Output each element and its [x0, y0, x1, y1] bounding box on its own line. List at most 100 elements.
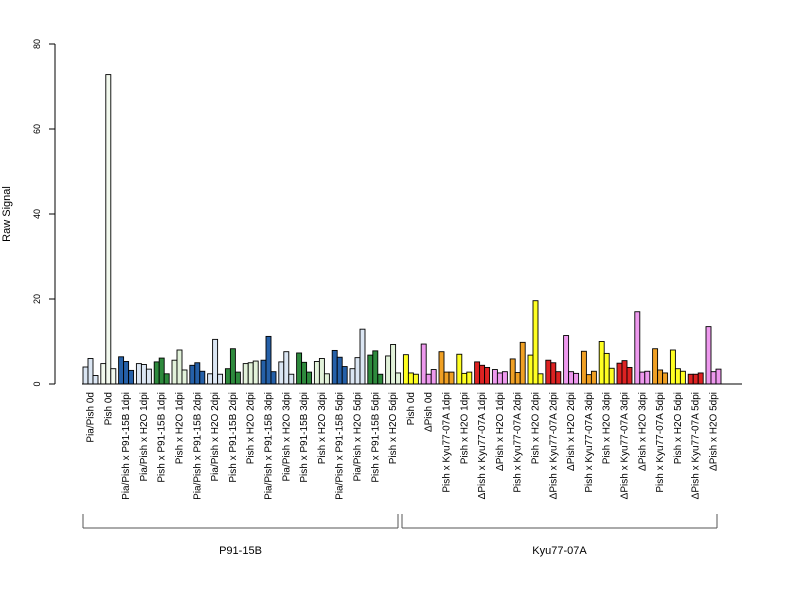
bar	[171, 359, 178, 385]
bar	[265, 335, 272, 385]
bar	[652, 348, 659, 385]
bar	[407, 372, 414, 385]
bar	[323, 373, 330, 385]
bar	[662, 372, 669, 385]
x-tick-label: Pia/Pish x H2O 5dpi	[353, 392, 364, 482]
bar	[354, 357, 361, 385]
x-tick-label: Pish x P91-15B 2dpi	[228, 392, 239, 483]
bar	[194, 362, 201, 385]
bar	[448, 371, 455, 385]
bar	[158, 357, 165, 385]
x-tick-label: ΔPish x Kyu77-07A 1dpi	[477, 392, 488, 499]
bar	[598, 341, 605, 385]
x-tick-label: Pish x P91-15B 1dpi	[157, 392, 168, 483]
bar	[616, 362, 623, 385]
y-axis-label: Raw Signal	[1, 186, 13, 242]
bar	[199, 370, 206, 385]
bar	[501, 371, 508, 385]
bar	[692, 373, 699, 385]
bar	[395, 372, 402, 385]
bar	[674, 368, 681, 385]
bar	[412, 373, 419, 385]
bar	[621, 360, 628, 385]
bar	[128, 369, 135, 385]
bar	[288, 373, 295, 385]
bar	[341, 366, 348, 385]
bar	[568, 371, 575, 385]
bar	[626, 366, 633, 385]
bar	[283, 351, 290, 385]
group-label: P91-15B	[219, 545, 262, 557]
bar	[491, 369, 498, 385]
y-axis: 0 20 40 60 80	[32, 39, 56, 387]
bar	[217, 373, 224, 385]
bar	[573, 372, 580, 385]
bar	[212, 338, 219, 385]
x-tick-label: Pish x Kyu77-07A 2dpi	[513, 392, 524, 493]
bar	[278, 361, 285, 385]
bar	[123, 361, 130, 385]
bar	[100, 363, 107, 385]
x-tick-label: ΔPish x Kyu77-07A 5dpi	[691, 392, 702, 499]
bar	[438, 351, 445, 385]
bar	[318, 358, 325, 385]
bar	[377, 373, 384, 385]
bar	[514, 372, 521, 385]
bar	[420, 343, 427, 385]
bar	[430, 369, 437, 385]
bar	[92, 375, 99, 385]
bar	[270, 371, 277, 385]
bar	[590, 370, 597, 385]
x-tick-label: Pia/Pish x H2O 1dpi	[139, 392, 150, 482]
bar	[519, 341, 526, 385]
x-tick-label: Pia/Pish x P91-15B 2dpi	[192, 392, 203, 500]
bar	[390, 344, 397, 385]
bar	[456, 353, 463, 385]
x-tick-labels: Pia/Pish 0d Pish 0d Pia/Pish x P91-15B 1dp…	[86, 392, 720, 500]
bar	[385, 355, 392, 385]
x-tick-label: Pia/Pish x H2O 2dpi	[210, 392, 221, 482]
bar	[580, 350, 587, 385]
x-tick-label: Pish x H2O 1dpi	[459, 392, 470, 464]
bar	[118, 356, 125, 385]
bar	[585, 374, 592, 385]
y-tick-label: 60	[32, 124, 42, 134]
x-tick-label: Pish x H2O 3dpi	[602, 392, 613, 464]
y-tick-label: 20	[32, 294, 42, 304]
x-tick-label: Pish x H2O 1dpi	[175, 392, 186, 464]
x-tick-label: ΔPish x H2O 3dpi	[637, 392, 648, 471]
bar	[603, 352, 610, 385]
bar	[484, 366, 491, 385]
bar	[367, 354, 374, 385]
bar	[87, 358, 94, 385]
bar	[715, 368, 722, 385]
bar	[135, 363, 142, 385]
bar	[608, 367, 615, 385]
x-tick-label: Pia/Pish x P91-15B 5dpi	[335, 392, 346, 500]
bar	[550, 362, 557, 385]
bar	[634, 311, 641, 385]
x-tick-label: Pish x Kyu77-07A 1dpi	[442, 392, 453, 493]
bar	[306, 371, 313, 385]
bars	[82, 74, 722, 385]
bar	[537, 373, 544, 385]
x-tick-label: ΔPish 0d	[424, 392, 435, 432]
bar	[466, 371, 473, 385]
bar	[705, 326, 712, 385]
bar	[176, 349, 183, 385]
bar	[224, 368, 231, 385]
bar	[527, 354, 534, 385]
bar	[82, 366, 89, 385]
bar	[163, 373, 170, 385]
x-tick-label: ΔPish x H2O 5dpi	[709, 392, 720, 471]
bar	[359, 328, 366, 385]
bar	[331, 349, 338, 385]
bar	[479, 364, 486, 385]
bar	[247, 362, 254, 385]
bar	[496, 372, 503, 385]
bar	[443, 371, 450, 385]
bar	[229, 348, 236, 385]
x-tick-label: Pia/Pish 0d	[86, 392, 97, 443]
bar	[242, 363, 249, 385]
bar	[425, 373, 432, 385]
